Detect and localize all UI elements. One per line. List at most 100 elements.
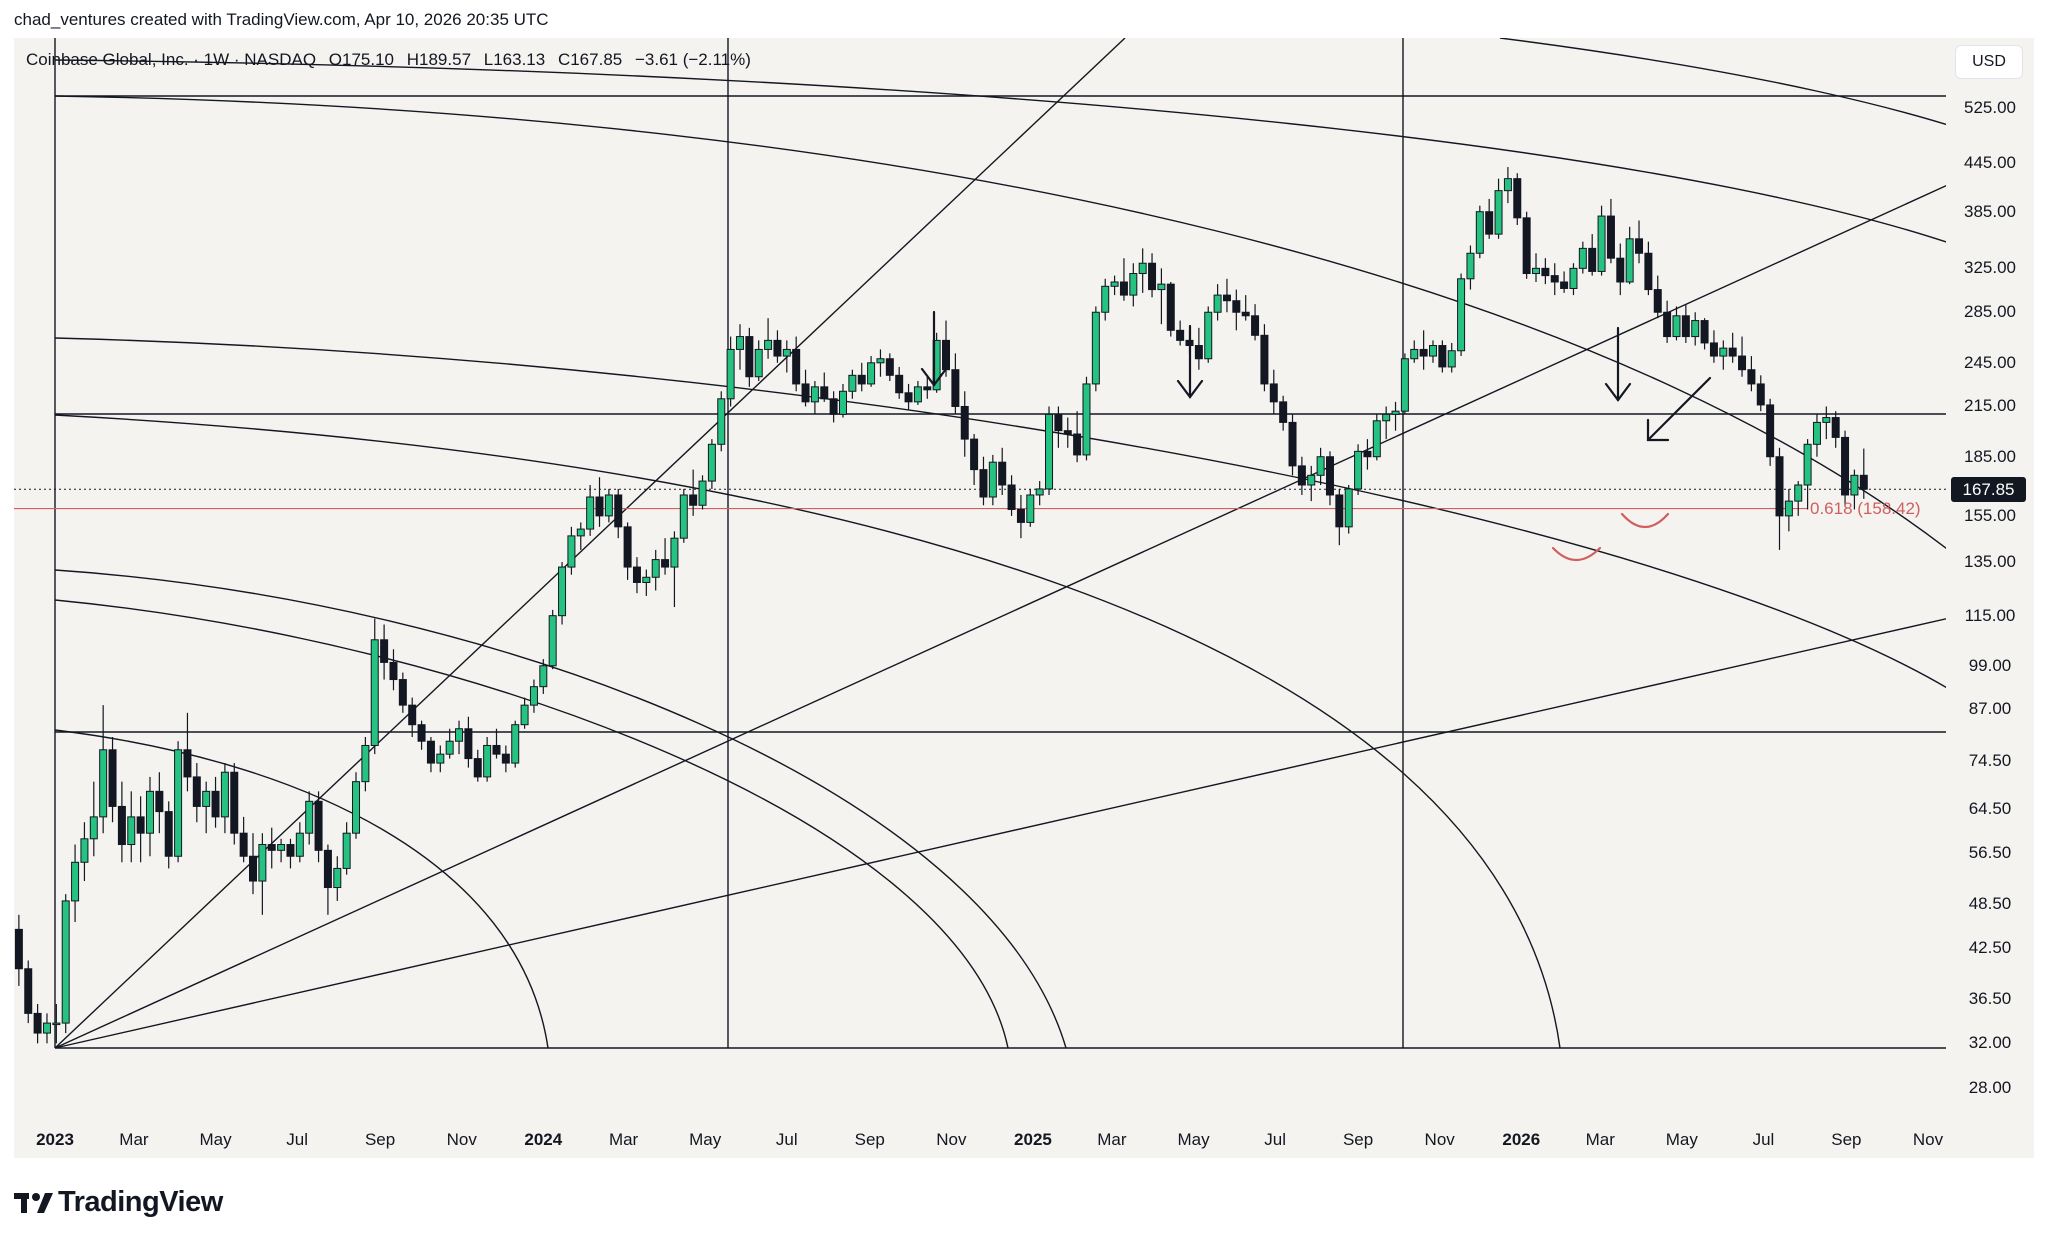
candle [698, 475, 707, 510]
price-axis-label: 245.00 [1964, 352, 2016, 372]
candle [1606, 198, 1615, 264]
candle [529, 679, 538, 713]
price-axis-label: 56.50 [1968, 843, 2012, 863]
candle-body [1700, 320, 1709, 344]
candle-body [970, 438, 979, 471]
candle [923, 376, 932, 399]
candle-body [445, 740, 454, 755]
down-arrow-annotation [920, 310, 948, 387]
close-value: C167.85 [557, 50, 623, 69]
candle-body [164, 811, 173, 857]
candle [174, 741, 183, 863]
time-axis-label: 2024 [524, 1130, 563, 1149]
candle-body [1400, 358, 1409, 412]
candle-body [539, 665, 548, 688]
candle [155, 772, 164, 834]
candle-body [773, 339, 782, 357]
candle-body [988, 461, 997, 498]
annotations-layer [920, 310, 1712, 562]
candle-body [286, 844, 295, 857]
price-axis-label: 32.00 [1968, 1033, 2012, 1053]
candle-body [1382, 413, 1391, 422]
candle-body [305, 800, 314, 834]
candle [1812, 414, 1821, 457]
candle-body [1391, 410, 1400, 415]
candle [117, 781, 126, 863]
candle-body [136, 816, 145, 834]
candle [623, 522, 632, 580]
candle [33, 1003, 42, 1044]
arrow-head [1176, 379, 1204, 399]
arrow-shaft [1646, 376, 1712, 442]
candle [1204, 306, 1213, 363]
candle [558, 562, 567, 625]
candle [99, 705, 108, 834]
candle-body [1532, 267, 1541, 275]
candle [1063, 417, 1072, 448]
candle-body [1644, 252, 1653, 291]
candle [1738, 336, 1747, 377]
candle-body [1129, 273, 1138, 296]
candle-body [661, 559, 670, 568]
time-axis-label: Mar [1585, 1130, 1615, 1149]
candle-body [333, 867, 342, 889]
candle-body [820, 386, 829, 400]
price-axis-label: 28.00 [1968, 1078, 2012, 1097]
candle [539, 659, 548, 694]
tradingview-logo[interactable]: TradingView [14, 1186, 223, 1219]
candle [1222, 278, 1231, 313]
candle-body [71, 861, 80, 902]
candle [380, 624, 389, 680]
candle [1138, 248, 1147, 293]
time-axis-label: May [199, 1130, 232, 1149]
candle-body [1635, 238, 1644, 254]
candle [1101, 278, 1110, 321]
currency-button[interactable]: USD [1955, 45, 2023, 79]
candle [1400, 353, 1409, 415]
candle [1485, 198, 1494, 239]
candle-body [1307, 474, 1316, 486]
candle [230, 763, 239, 845]
candle [1841, 430, 1850, 506]
time-axis-label: 2025 [1014, 1130, 1052, 1149]
candle [1569, 263, 1578, 296]
candle [1054, 406, 1063, 448]
candle [1522, 211, 1531, 279]
candle [867, 356, 876, 387]
candle-body [492, 744, 501, 755]
drawing-layer [14, 38, 1946, 1049]
chart-area[interactable] [14, 38, 2034, 1158]
candle-body [867, 362, 876, 385]
candle [567, 526, 576, 575]
price-axis-label: 42.50 [1968, 938, 2012, 958]
candle-body [24, 968, 33, 1014]
candle [1681, 304, 1690, 343]
time-axis-label: May [689, 1130, 722, 1149]
gann-arc [54, 59, 1946, 243]
candle [1110, 275, 1119, 296]
candle [820, 372, 829, 402]
candle-body [829, 398, 838, 415]
candle-body [1325, 456, 1334, 496]
candle [1663, 300, 1672, 343]
candle [1794, 481, 1803, 516]
candle [1372, 414, 1381, 461]
candle [202, 781, 211, 834]
candle-body [1279, 401, 1288, 423]
candle-body [1784, 500, 1793, 517]
candle [895, 366, 904, 399]
candle [801, 369, 810, 407]
candle-body [89, 816, 98, 840]
candle-body [398, 679, 407, 706]
candle [61, 894, 70, 1034]
candle-body [1625, 238, 1634, 283]
candle [782, 340, 791, 373]
candle-body [595, 496, 604, 517]
candle-body [1101, 285, 1110, 313]
candle-body [249, 855, 258, 882]
candle-body [801, 383, 810, 403]
candle-body [455, 728, 464, 742]
candle-body [1213, 294, 1222, 313]
candle-body [426, 740, 435, 764]
